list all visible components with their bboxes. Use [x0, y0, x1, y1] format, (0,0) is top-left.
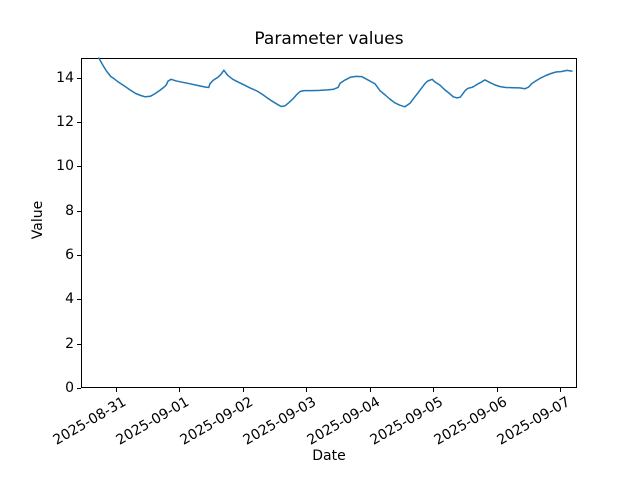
chart-title: Parameter values	[254, 29, 404, 49]
y-tick-label-2: 2	[65, 335, 74, 352]
y-tick-label-10: 10	[56, 158, 74, 175]
x-axis-label: Date	[312, 448, 346, 464]
y-tick-label-0: 0	[65, 380, 74, 396]
y-tick-label-4: 4	[65, 291, 74, 308]
y-tick-label-8: 8	[65, 202, 74, 219]
y-tick-label-14: 14	[56, 69, 74, 86]
y-tick-label-12: 12	[56, 114, 74, 131]
y-tick-label-6: 6	[65, 247, 74, 264]
